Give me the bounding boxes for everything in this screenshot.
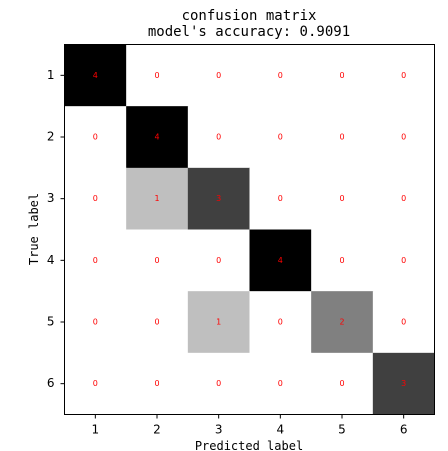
heatmap-cell	[249, 106, 312, 169]
cell-value-label: 0	[216, 71, 221, 80]
heatmap-cell	[64, 229, 127, 292]
x-tick-label: 3	[215, 423, 223, 437]
x-axis-ticks: 1 2 3 4 5 6	[92, 414, 408, 437]
cell-value-label: 0	[278, 71, 283, 80]
x-tick-label: 1	[92, 423, 100, 437]
x-tick-label: 6	[400, 423, 408, 437]
cell-value-label: 0	[339, 256, 344, 265]
cell-value-label: 0	[339, 133, 344, 142]
cell-value-label: 0	[216, 256, 221, 265]
chart-subtitle: model's accuracy: 0.9091	[148, 24, 350, 40]
heatmap-cell	[249, 167, 312, 230]
x-tick-label: 2	[153, 423, 161, 437]
heatmap-cell	[64, 291, 127, 354]
cell-value-label: 3	[216, 194, 221, 203]
cell-value-label: 0	[93, 379, 98, 388]
heatmap-cell	[311, 352, 374, 415]
cell-value-label: 4	[154, 133, 159, 142]
heatmap-cell	[187, 352, 250, 415]
cell-value-label: 3	[401, 379, 406, 388]
y-tick-label: 3	[47, 191, 55, 205]
cell-value-label: 4	[93, 71, 98, 80]
cell-value-label: 0	[93, 133, 98, 142]
heatmap-cell	[372, 291, 435, 354]
y-tick-label: 4	[47, 253, 55, 267]
cell-value-label: 0	[216, 133, 221, 142]
cell-value-label: 0	[401, 194, 406, 203]
heatmap-cell	[372, 44, 435, 107]
heatmap-cell	[187, 229, 250, 292]
heatmap-cell	[311, 106, 374, 169]
y-tick-label: 6	[47, 376, 55, 390]
heatmap-cell	[64, 352, 127, 415]
heatmap-cell	[372, 167, 435, 230]
heatmap-cell	[372, 352, 435, 415]
cell-value-label: 0	[339, 379, 344, 388]
cell-value-label: 0	[401, 256, 406, 265]
heatmap-cell	[249, 44, 312, 107]
heatmap-cell	[126, 291, 189, 354]
heatmap-cell	[311, 44, 374, 107]
cell-value-label: 2	[339, 318, 344, 327]
cell-value-label: 0	[278, 318, 283, 327]
cell-value-label: 0	[154, 256, 159, 265]
y-tick-label: 1	[47, 68, 55, 82]
cell-value-label: 0	[339, 71, 344, 80]
heatmap-cell	[64, 106, 127, 169]
cell-value-label: 0	[401, 133, 406, 142]
cell-value-label: 1	[216, 318, 221, 327]
heatmap-cell	[64, 44, 127, 107]
y-tick-label: 2	[47, 130, 55, 144]
cell-value-label: 0	[154, 318, 159, 327]
heatmap-cell	[187, 167, 250, 230]
cell-value-label: 0	[216, 379, 221, 388]
heatmap-cell	[126, 167, 189, 230]
cell-value-label: 4	[278, 256, 283, 265]
heatmap-cell	[249, 229, 312, 292]
x-tick-label: 4	[277, 423, 285, 437]
heatmap-cell	[187, 106, 250, 169]
y-axis-ticks: 1 2 3 4 5 6	[47, 68, 65, 390]
heatmap-cell	[249, 352, 312, 415]
heatmap-cell	[126, 352, 189, 415]
heatmap-cell	[126, 44, 189, 107]
heatmap-cells	[64, 44, 435, 415]
x-tick-label: 5	[338, 423, 346, 437]
y-axis-label: True label	[27, 193, 41, 265]
cell-value-label: 0	[154, 71, 159, 80]
cell-value-label: 0	[93, 194, 98, 203]
cell-value-label: 0	[278, 133, 283, 142]
heatmap-cell	[126, 229, 189, 292]
heatmap-cell	[187, 44, 250, 107]
heatmap-cell	[372, 229, 435, 292]
cell-value-label: 0	[278, 379, 283, 388]
heatmap-cell	[64, 167, 127, 230]
heatmap-cell	[311, 229, 374, 292]
cell-value-label: 0	[401, 71, 406, 80]
cell-value-label: 0	[93, 256, 98, 265]
cell-value-label: 0	[339, 194, 344, 203]
cell-value-label: 0	[401, 318, 406, 327]
x-axis-label: Predicted label	[195, 439, 303, 451]
heatmap-cell	[126, 106, 189, 169]
plot-frame	[64, 44, 435, 415]
heatmap-cell	[187, 291, 250, 354]
cell-value-label: 0	[278, 194, 283, 203]
heatmap-cell	[311, 167, 374, 230]
cell-value-labels: 4 0 0 0 0 0 0 4 0 0 0 0 0 1 3 0 0 0 0 0 0 4 0 0 0 0 1 0 2 0 0 0 0 0 0 3	[93, 71, 406, 388]
heatmap-cell	[372, 106, 435, 169]
heatmap-cell	[311, 291, 374, 354]
cell-value-label: 0	[93, 318, 98, 327]
cell-value-label: 1	[154, 194, 159, 203]
chart-title: confusion matrix	[182, 8, 317, 24]
cell-value-label: 0	[154, 379, 159, 388]
y-tick-label: 5	[47, 315, 55, 329]
heatmap-cell	[249, 291, 312, 354]
